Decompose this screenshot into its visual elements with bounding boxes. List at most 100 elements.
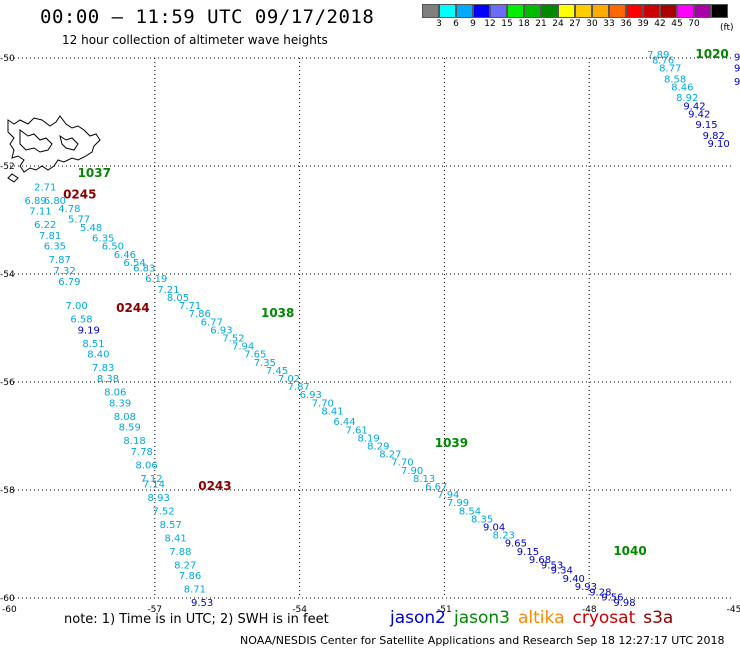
color-swatch (677, 4, 694, 18)
color-scale-legend: 3 6 9 12 15 18 21 24 27 30 33 36 39 42 45 70 (ft) (422, 4, 740, 33)
pass-label: 0245 (63, 187, 96, 201)
wave-height-value: 7.89 (647, 50, 669, 61)
satellite-legend-cryosat: cryosat (572, 608, 636, 628)
color-scale-label: 36 (620, 19, 632, 29)
satellite-legend-altika: altika (518, 608, 565, 628)
wave-height-value: 8.27 (379, 450, 401, 461)
color-scale-label: 27 (569, 19, 581, 29)
page-title: 00:00 – 11:59 UTC 09/17/2018 (40, 6, 375, 28)
color-scale-label: 42 (654, 19, 666, 29)
x-tick-label: -57 (147, 605, 162, 615)
x-tick-label: -45 (727, 605, 740, 615)
color-scale-label: 3 (436, 19, 442, 29)
color-swatch (694, 4, 711, 18)
wave-height-value: 9.68 (529, 555, 551, 566)
color-swatch (626, 4, 643, 18)
wave-height-tracks: 7.898.768.778.588.468.929.429.429.159.82… (24, 50, 740, 609)
wave-height-value: 6.22 (34, 220, 56, 231)
wave-height-value: 8.71 (184, 585, 206, 596)
color-swatch (541, 4, 558, 18)
color-swatch (524, 4, 541, 18)
wave-height-value: 9.4 (734, 77, 740, 88)
wave-height-value: 8.77 (659, 64, 681, 75)
color-swatch (439, 4, 456, 18)
wave-height-value: 6.35 (92, 234, 114, 245)
wave-height-value: 9.56 (601, 593, 623, 604)
wave-height-value: 7.78 (131, 447, 153, 458)
color-scale-label: 15 (501, 19, 513, 29)
wave-height-value: 8.06 (135, 460, 157, 471)
wave-height-value: 9.04 (483, 523, 505, 534)
wave-height-value: 6.50 (102, 242, 124, 253)
wave-height-value: 7.52 (152, 506, 174, 517)
wave-height-value: 8.38 (97, 374, 119, 385)
wave-height-value: 9.15 (695, 120, 717, 131)
wave-height-value: 7.70 (312, 398, 334, 409)
wave-height-value: 6.54 (123, 258, 145, 269)
wave-height-value: 5.48 (80, 223, 102, 234)
wave-height-value: 7.11 (29, 207, 51, 218)
wave-height-value: 7.70 (391, 458, 413, 469)
color-scale-label: 18 (518, 19, 530, 29)
wave-height-value: 7.52 (222, 334, 244, 345)
pass-label: 1039 (435, 436, 468, 450)
color-scale-label: 24 (552, 19, 564, 29)
color-swatch (507, 4, 524, 18)
color-swatch (575, 4, 592, 18)
footer-note: note: 1) Time is in UTC; 2) SWH is in fe… (64, 612, 329, 627)
color-scale-label: 6 (453, 19, 459, 29)
wave-height-value: 8.39 (109, 398, 131, 409)
wave-height-value: 6.35 (44, 242, 66, 253)
color-swatch (711, 4, 728, 18)
color-scale-labels: 3 6 9 12 15 18 21 24 27 30 33 36 39 42 45 70 (422, 18, 740, 32)
pass-label: 1037 (78, 166, 111, 180)
color-scale-label: 45 (671, 19, 683, 29)
color-scale-label: 12 (484, 19, 496, 29)
wave-height-value: 9.42 (683, 101, 705, 112)
wave-height-value: 6.93 (300, 390, 322, 401)
wave-height-value: 8.54 (459, 506, 481, 517)
wave-height-value: 9.15 (517, 547, 539, 558)
wave-height-value: 9.19 (78, 325, 100, 336)
wave-height-value: 9.40 (563, 574, 585, 585)
wave-height-value: 8.57 (160, 520, 182, 531)
wave-height-value: 8.13 (413, 474, 435, 485)
wave-height-value: 6.79 (58, 277, 80, 288)
wave-height-value: 8.59 (119, 423, 141, 434)
pass-label: 0244 (116, 301, 149, 315)
color-swatch (558, 4, 575, 18)
wave-height-value: 7.83 (92, 363, 114, 374)
wave-height-value: 7.94 (232, 342, 254, 353)
satellite-legend: jason2 jason3 altika cryosat s3a (390, 608, 681, 628)
wave-height-value: 8.23 (493, 531, 515, 542)
falkland-islands-outline (7, 115, 101, 183)
color-swatch (643, 4, 660, 18)
satellite-legend-s3a: s3a (643, 608, 674, 628)
wave-height-value: 6.46 (114, 250, 136, 261)
wave-height-value: 9.93 (575, 582, 597, 593)
y-tick-label: -54 (0, 270, 15, 280)
wave-height-value: 7.61 (345, 425, 367, 436)
color-swatch (490, 4, 507, 18)
wave-height-value: 7.88 (169, 547, 191, 558)
wave-height-value: 7.12 (140, 474, 162, 485)
wave-height-value: 6.19 (145, 274, 167, 285)
wave-height-value: 8.29 (367, 442, 389, 453)
wave-height-value: 7.65 (244, 350, 266, 361)
wave-height-value: 9.37 (734, 53, 740, 64)
pass-labels: 1020 1037 0245 0244 1038 1039 0243 1040 (63, 47, 729, 558)
color-scale-unit: (ft) (720, 23, 734, 33)
wave-height-value: 7.87 (288, 382, 310, 393)
wave-height-value: 8.93 (148, 493, 170, 504)
wave-height-value: 9.53 (541, 560, 563, 571)
wave-height-value: 2.71 (34, 182, 56, 193)
wave-height-value: 7.86 (179, 571, 201, 582)
pass-label: 1020 (695, 47, 728, 61)
wave-height-value: 6.77 (201, 317, 223, 328)
y-tick-label: -52 (0, 162, 15, 172)
wave-height-value: 8.40 (87, 350, 109, 361)
wave-height-value: 9.53 (191, 598, 213, 609)
footer-credit: NOAA/NESDIS Center for Satellite Applica… (240, 634, 725, 647)
wave-height-value: 7.71 (179, 301, 201, 312)
